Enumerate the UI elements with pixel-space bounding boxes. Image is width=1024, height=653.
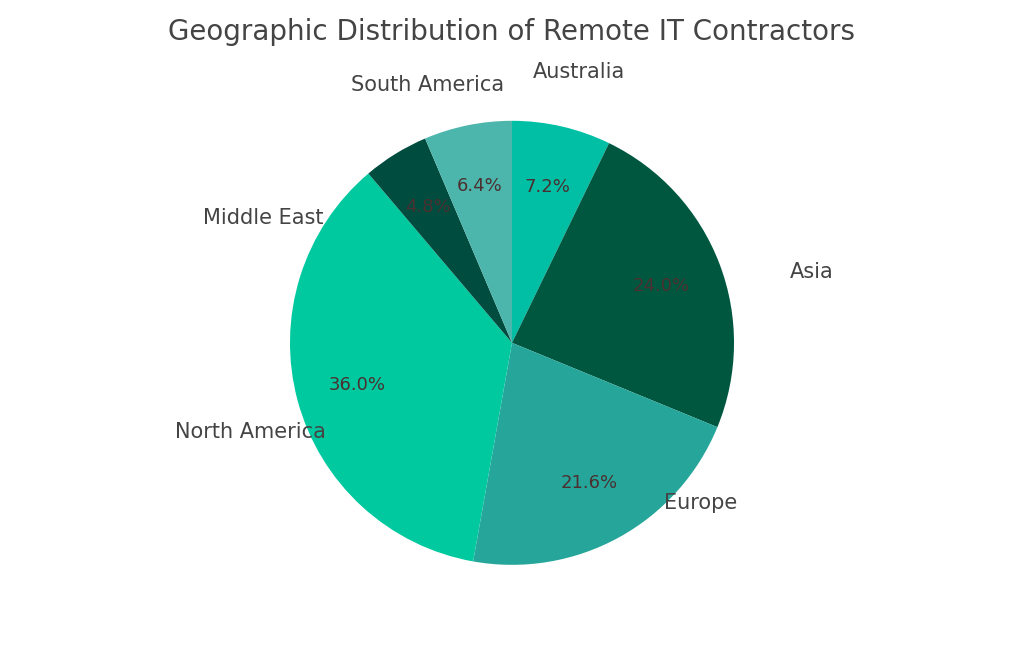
Wedge shape (290, 174, 512, 562)
Text: 7.2%: 7.2% (525, 178, 570, 196)
Title: Geographic Distribution of Remote IT Contractors: Geographic Distribution of Remote IT Con… (169, 18, 855, 46)
Text: 21.6%: 21.6% (560, 474, 617, 492)
Wedge shape (369, 138, 512, 343)
Text: Asia: Asia (790, 262, 834, 282)
Text: North America: North America (174, 422, 326, 441)
Text: Australia: Australia (532, 62, 625, 82)
Wedge shape (425, 121, 512, 343)
Text: 36.0%: 36.0% (329, 375, 386, 394)
Wedge shape (473, 343, 718, 565)
Text: Middle East: Middle East (203, 208, 324, 229)
Wedge shape (512, 143, 734, 427)
Text: 6.4%: 6.4% (457, 177, 503, 195)
Text: 4.8%: 4.8% (406, 198, 451, 215)
Text: 24.0%: 24.0% (633, 277, 690, 295)
Wedge shape (512, 121, 609, 343)
Text: South America: South America (351, 75, 504, 95)
Text: Europe: Europe (665, 492, 737, 513)
